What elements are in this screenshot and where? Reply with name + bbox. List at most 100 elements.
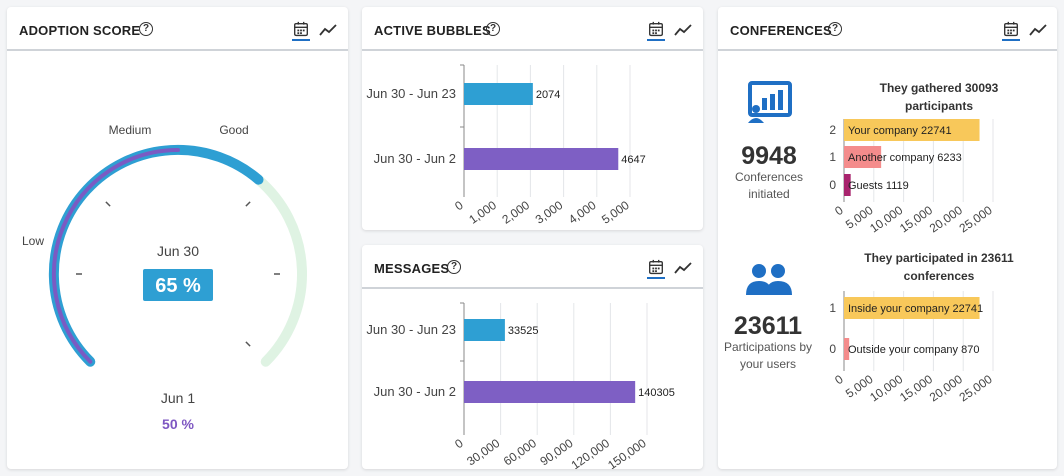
category-label: 2: [829, 123, 836, 137]
x-tick-label: 0: [452, 198, 466, 213]
x-tick-label: 5,000: [599, 198, 632, 227]
participated-chart-title-2: conferences: [904, 269, 975, 283]
trend-line-icon[interactable]: [673, 259, 693, 279]
category-label: 1: [829, 150, 836, 164]
gauge-remainder-arc: [253, 174, 308, 367]
bar: [844, 338, 850, 360]
data-label: Outside your company 870: [848, 344, 979, 356]
messages-header: MESSAGES ?: [362, 245, 703, 289]
x-tick-label: 10,000: [867, 372, 905, 405]
users-icon: [746, 264, 792, 295]
card-title: CONFERENCES: [730, 23, 832, 38]
x-tick-label: 150,000: [605, 436, 649, 469]
x-tick-label: 15,000: [897, 372, 935, 405]
bar: [844, 174, 851, 196]
gauge-previous-arc: [51, 148, 180, 364]
x-tick-label: 25,000: [957, 372, 995, 405]
active-bubbles-card: ACTIVE BUBBLES ? 0 1,000 2,000 3,000 4,000 5,…: [362, 7, 703, 230]
gauge-ticks: [76, 201, 280, 347]
card-title: ACTIVE BUBBLES: [374, 23, 491, 38]
x-tick-label: 10,000: [867, 203, 905, 236]
active-bubbles-header: ACTIVE BUBBLES ?: [362, 7, 703, 51]
conferences-header: CONFERENCES ?: [718, 7, 1057, 51]
active-bubbles-chart: 0 1,000 2,000 3,000 4,000 5,000 Jun 30 - Jun 2…: [366, 64, 646, 227]
trend-line-icon[interactable]: [318, 21, 338, 41]
x-tick-label: 1,000: [466, 198, 499, 227]
conferences-initiated-label-2: initiated: [748, 187, 789, 201]
x-tick-label: 4,000: [566, 198, 599, 227]
bar: [844, 297, 980, 319]
x-tick-label: 15,000: [897, 203, 935, 236]
bar: [464, 381, 636, 403]
gauge-level-low: Low: [22, 234, 44, 248]
presentation-chart-icon: [748, 81, 792, 123]
category-label: 0: [829, 342, 836, 356]
help-icon[interactable]: ?: [486, 22, 500, 36]
category-label: Jun 30 - Jun 2: [374, 151, 456, 166]
x-tick-label: 0: [832, 203, 846, 218]
x-tick-label: 0: [452, 436, 466, 451]
bar: [464, 319, 505, 341]
category-label: 1: [829, 301, 836, 315]
x-tick-label: 120,000: [569, 436, 613, 469]
gauge-level-good: Good: [219, 123, 248, 137]
x-tick-label: 20,000: [927, 372, 965, 405]
calendar-icon[interactable]: [647, 21, 665, 41]
calendar-icon[interactable]: [647, 259, 665, 279]
participated-chart-title-1: They participated in 23611: [864, 251, 1014, 265]
card-title: ADOPTION SCORE: [19, 23, 141, 38]
x-tick-label: 2,000: [499, 198, 532, 227]
conferences-card: CONFERENCES ? 9948 Conferences initiated: [718, 7, 1057, 469]
bar: [844, 119, 980, 141]
current-score-badge: [143, 269, 213, 301]
gauge-tick: [245, 341, 251, 347]
adoption-score-card: ADOPTION SCORE ? Low Medium Good Jun 30 …: [7, 7, 348, 469]
previous-score-value: 50 %: [162, 416, 194, 432]
x-tick-label: 0: [832, 372, 846, 387]
calendar-icon[interactable]: [292, 21, 310, 41]
data-label: 4647: [621, 154, 645, 166]
participations-label-1: Participations by: [724, 340, 812, 354]
bar: [464, 148, 619, 170]
gauge-tick: [245, 201, 251, 207]
data-label: Your company 22741: [848, 125, 952, 137]
messages-card: MESSAGES ? 0 30,000 60,000 90,000 120,000 150…: [362, 245, 703, 469]
data-label: Guests 1119: [848, 180, 909, 192]
bar: [844, 146, 882, 168]
trend-line-icon[interactable]: [673, 21, 693, 41]
gathered-chart-title-1: They gathered 30093: [880, 81, 999, 95]
current-score-value: 65 %: [155, 275, 201, 297]
x-tick-label: 3,000: [533, 198, 566, 227]
help-icon[interactable]: ?: [828, 22, 842, 36]
conferences-initiated-label-1: Conferences: [735, 170, 803, 184]
data-label: 140305: [638, 387, 675, 399]
category-label: 0: [829, 178, 836, 192]
x-tick-label: 20,000: [927, 203, 965, 236]
data-label: 33525: [508, 325, 539, 337]
data-label: Another company 6233: [848, 152, 962, 164]
conferences-initiated-number: 9948: [741, 142, 797, 170]
help-icon[interactable]: ?: [139, 22, 153, 36]
category-label: Jun 30 - Jun 2: [374, 384, 456, 399]
adoption-gauge: Low Medium Good Jun 30 65 % Jun 1 50 %: [22, 123, 308, 432]
card-title: MESSAGES: [374, 261, 450, 276]
gauge-tick: [105, 201, 111, 207]
x-tick-label: 25,000: [957, 203, 995, 236]
trend-line-icon[interactable]: [1028, 21, 1048, 41]
participations-number: 23611: [734, 312, 802, 340]
calendar-icon[interactable]: [1002, 21, 1020, 41]
data-label: Inside your company 22741: [848, 303, 983, 315]
conferences-body: 9948 Conferences initiated 23611 Partici…: [724, 81, 1014, 405]
category-label: Jun 30 - Jun 23: [366, 322, 456, 337]
gauge-level-medium: Medium: [109, 123, 152, 137]
previous-date-label: Jun 1: [161, 390, 195, 406]
gathered-chart-title-2: participants: [905, 99, 973, 113]
adoption-score-header: ADOPTION SCORE ?: [7, 7, 348, 51]
x-tick-label: 30,000: [464, 436, 502, 469]
bar: [464, 83, 533, 105]
help-icon[interactable]: ?: [447, 260, 461, 274]
category-label: Jun 30 - Jun 23: [366, 86, 456, 101]
